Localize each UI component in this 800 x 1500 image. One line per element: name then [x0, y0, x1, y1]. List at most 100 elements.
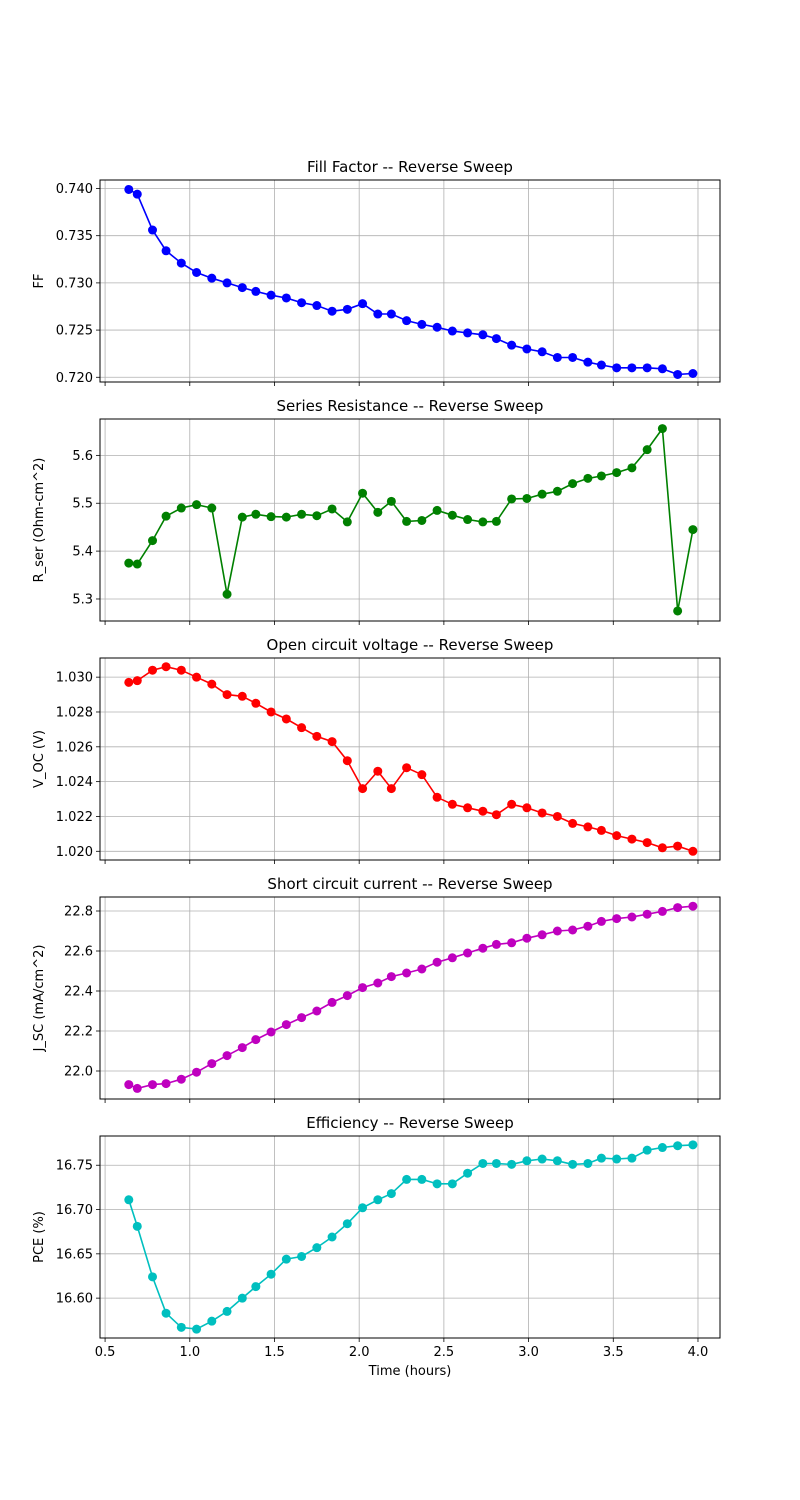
- series-line: [128, 426, 694, 612]
- data-point: [537, 808, 547, 818]
- axes-frame: [99, 179, 721, 383]
- data-point: [537, 1154, 547, 1164]
- data-point: [432, 792, 442, 802]
- data-point: [207, 1059, 217, 1069]
- data-point: [688, 901, 698, 911]
- y-tick-label: 16.75: [56, 1159, 93, 1174]
- data-point: [612, 363, 622, 373]
- data-point: [642, 838, 652, 848]
- data-point: [688, 1140, 698, 1150]
- data-point: [657, 1143, 667, 1153]
- data-point: [281, 1254, 291, 1264]
- data-point: [642, 363, 652, 373]
- data-point: [568, 925, 578, 935]
- data-point: [237, 1293, 247, 1303]
- data-point: [207, 1316, 217, 1326]
- data-point: [312, 1006, 322, 1016]
- data-point: [447, 1179, 457, 1189]
- data-point: [222, 278, 232, 288]
- data-point: [176, 1074, 186, 1084]
- y-tick-label: 1.020: [56, 845, 93, 860]
- data-point: [627, 912, 637, 922]
- data-point: [627, 1153, 637, 1163]
- data-point: [688, 846, 698, 856]
- data-point: [342, 304, 352, 314]
- data-point: [148, 536, 158, 546]
- data-point: [124, 558, 134, 568]
- y-tick-label: 0.730: [56, 276, 93, 291]
- data-point: [386, 784, 396, 794]
- data-point: [222, 1306, 232, 1316]
- y-axis-label: J_SC (mA/cm^2): [32, 945, 47, 1053]
- subplot-4: 22.0 22.2 22.4 22.6 22.8 Short circuit curren…: [32, 875, 721, 1103]
- data-point: [552, 811, 562, 821]
- data-point: [673, 903, 683, 913]
- data-point: [124, 1195, 134, 1205]
- data-point: [266, 1027, 276, 1037]
- x-tick-label: 1.0: [179, 1345, 200, 1360]
- subplot-5: 0.5 1.0 1.5 2.0 2.5 3.0 3.5 4.0 16.60 16.65 16.70 1…: [32, 1114, 721, 1379]
- data-point: [596, 360, 606, 370]
- data-point: [237, 283, 247, 293]
- data-point: [327, 504, 337, 514]
- data-point: [463, 515, 473, 525]
- data-point: [688, 369, 698, 379]
- y-tick-label: 22.2: [64, 1025, 93, 1040]
- data-point: [297, 509, 307, 519]
- data-point: [161, 1308, 171, 1318]
- data-point: [281, 293, 291, 303]
- data-point: [327, 737, 337, 747]
- y-tick-label: 0.720: [56, 371, 93, 386]
- data-point: [358, 299, 368, 309]
- data-point: [358, 1203, 368, 1213]
- data-point: [478, 517, 488, 527]
- data-point: [297, 1013, 307, 1023]
- data-point: [447, 953, 457, 963]
- data-point: [612, 1154, 622, 1164]
- y-tick-label: 16.70: [56, 1203, 93, 1218]
- data-point: [642, 1145, 652, 1155]
- data-point: [568, 352, 578, 362]
- y-tick-label: 22.0: [64, 1065, 93, 1080]
- y-axis-label: R_ser (Ohm-cm^2): [32, 458, 47, 583]
- data-point: [266, 707, 276, 717]
- x-tick-label: 3.0: [518, 1345, 539, 1360]
- data-point: [657, 906, 667, 916]
- data-point: [417, 770, 427, 780]
- data-point: [596, 916, 606, 926]
- data-point: [688, 525, 698, 535]
- x-tick-label: 3.5: [603, 1345, 624, 1360]
- data-point: [596, 1153, 606, 1163]
- data-point: [281, 1020, 291, 1030]
- data-point: [222, 589, 232, 599]
- data-point: [327, 306, 337, 316]
- data-point: [478, 1158, 488, 1168]
- data-point: [552, 352, 562, 362]
- data-point: [312, 301, 322, 311]
- data-point: [402, 316, 412, 326]
- data-point: [402, 968, 412, 978]
- data-point: [673, 369, 683, 379]
- data-point: [373, 309, 383, 319]
- data-point: [507, 494, 517, 504]
- data-point: [148, 665, 158, 675]
- y-tick-label: 22.6: [64, 945, 93, 960]
- data-point: [222, 1051, 232, 1061]
- data-point: [568, 1159, 578, 1169]
- x-tick-label: 4.0: [688, 1345, 709, 1360]
- data-point: [358, 983, 368, 993]
- data-point: [463, 328, 473, 338]
- data-point: [402, 1174, 412, 1184]
- data-point: [583, 473, 593, 483]
- data-point: [627, 834, 637, 844]
- y-tick-label: 1.022: [56, 810, 93, 825]
- data-point: [132, 676, 142, 686]
- chart-title: Fill Factor -- Reverse Sweep: [307, 158, 513, 176]
- data-point: [176, 1322, 186, 1332]
- axes-frame: [99, 657, 721, 861]
- data-point: [657, 843, 667, 853]
- y-tick-label: 16.65: [56, 1247, 93, 1262]
- data-point: [251, 1282, 261, 1292]
- data-point: [192, 672, 202, 682]
